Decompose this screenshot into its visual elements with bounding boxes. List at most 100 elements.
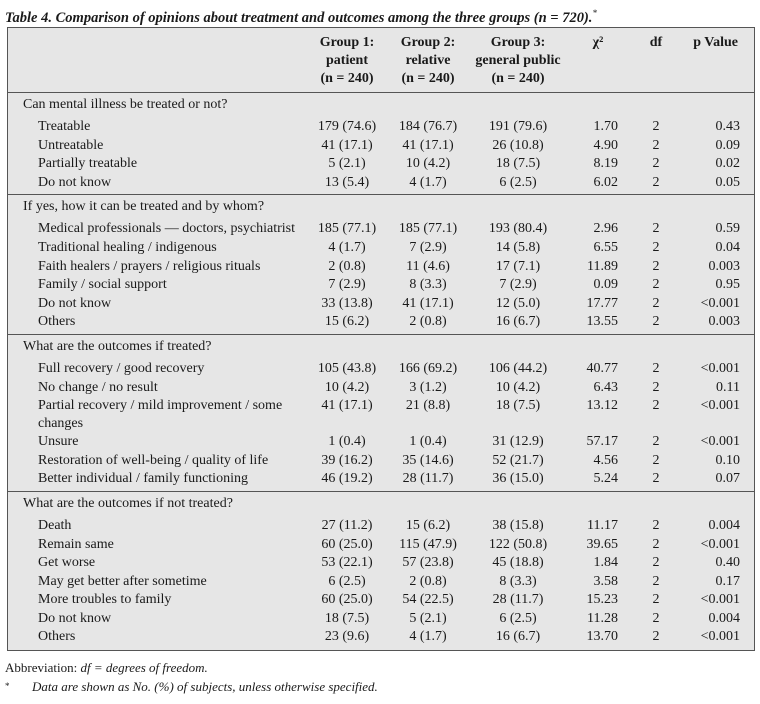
cell-df: 2	[652, 398, 660, 414]
table-row: Do not know 33 (13.8) 41 (17.1) 12 (5.0) 17.…	[8, 295, 754, 314]
cell-df: 2	[652, 156, 660, 172]
table-row: Do not know 18 (7.5) 5 (2.1) 6 (2.5) 11.28 2 0…	[8, 610, 754, 629]
section-title: Can mental illness be treated or not?	[23, 97, 228, 112]
cell-df: 2	[628, 470, 684, 492]
cell-df: 2	[652, 517, 660, 533]
row-label: More troubles to family	[38, 592, 172, 608]
cell-chi-square: 57.17	[586, 434, 619, 450]
header-row: Group 1: patient (n = 240) Group 2: rela…	[8, 28, 754, 93]
cell-df: 2	[652, 434, 660, 450]
cell-chi-square: 15.23	[586, 592, 619, 608]
cell-p-value: 0.05	[684, 173, 754, 196]
cell-df: 2	[652, 555, 660, 571]
cell-group3: 8 (3.3)	[499, 573, 537, 589]
row-label: Restoration of well-being / quality of l…	[38, 452, 269, 468]
row-label: Untreatable	[38, 137, 104, 153]
cell-p-value: 0.02	[715, 156, 741, 172]
cell-chi-square: 1.70	[593, 119, 619, 134]
row-label: Do not know	[38, 295, 112, 311]
table-row: No change / no result 10 (4.2) 3 (1.2) 10 (…	[8, 379, 754, 398]
row-label: Do not know	[8, 173, 306, 196]
table-caption: Table 4. Comparison of opinions about tr…	[5, 4, 750, 27]
cell-group1: 10 (4.2)	[324, 379, 370, 395]
cell-group2: 11 (4.6)	[406, 258, 450, 274]
table-header: Group 1: patient (n = 240) Group 2: rela…	[8, 28, 754, 93]
cell-group1: 1 (0.4)	[328, 434, 366, 450]
cell-group2: 35 (14.6)	[402, 452, 454, 468]
cell-group2: 21 (8.8)	[405, 398, 451, 414]
data-note-mark: *	[5, 681, 10, 691]
header-chi-square: χ²	[568, 28, 628, 93]
header-group2-line2: relative	[405, 53, 451, 68]
cell-p-value: <0.001	[700, 434, 740, 450]
header-group1: Group 1: patient (n = 240)	[306, 28, 388, 93]
cell-group3: 6 (2.5)	[468, 173, 568, 196]
cell-group1: 60 (25.0)	[321, 592, 373, 608]
cell-group2: 41 (17.1)	[402, 295, 454, 311]
row-label: Remain same	[38, 536, 114, 552]
cell-group3: 18 (7.5)	[495, 398, 541, 414]
table-row: Medical professionals — doctors, psychia…	[8, 220, 754, 239]
cell-group3: 191 (79.6)	[488, 119, 548, 134]
cell-group3: 18 (7.5)	[495, 156, 541, 172]
row-label: Full recovery / good recovery	[38, 360, 205, 376]
table-row: Death 27 (11.2) 15 (6.2) 38 (15.8) 11.17 2 0.0…	[8, 517, 754, 536]
cell-group3: 28 (11.7)	[492, 592, 544, 608]
cell-chi-square: 8.19	[593, 156, 619, 172]
cell-chi-square: 11.17	[587, 517, 618, 533]
header-group3: Group 3: general public (n = 240)	[468, 28, 568, 93]
cell-group3: 31 (12.9)	[492, 434, 544, 450]
cell-group1: 185 (77.1)	[317, 221, 377, 237]
table-row: Partial recovery / mild improvement / so…	[8, 397, 754, 433]
cell-group2: 8 (3.3)	[409, 277, 447, 293]
row-label: Do not know	[38, 610, 112, 626]
cell-chi-square: 6.55	[593, 239, 619, 255]
cell-group2: 7 (2.9)	[409, 239, 447, 255]
cell-group3: 16 (6.7)	[468, 313, 568, 335]
table-row: Treatable 179 (74.6) 184 (76.7) 191 (79.6) 1…	[8, 118, 754, 137]
row-label: Traditional healing / indigenous	[38, 239, 217, 255]
header-label	[8, 28, 306, 93]
cell-df: 2	[652, 119, 660, 134]
cell-df: 2	[652, 360, 660, 376]
caption-text: Table 4. Comparison of opinions about tr…	[5, 9, 593, 26]
header-group3-line1: Group 3:	[490, 35, 546, 50]
cell-group1: 33 (13.8)	[321, 295, 373, 311]
cell-chi-square: 2.96	[593, 221, 619, 237]
cell-chi-square: 13.70	[586, 629, 619, 645]
section-title: If yes, how it can be treated and by who…	[23, 199, 265, 215]
cell-p-value: 0.07	[684, 470, 754, 492]
cell-df: 2	[652, 277, 660, 293]
row-label: Unsure	[38, 434, 79, 450]
header-group1-line2: patient	[326, 53, 368, 68]
cell-group2: 10 (4.2)	[405, 156, 451, 172]
table-row: Restoration of well-being / quality of l…	[8, 452, 754, 471]
table-row: May get better after sometime 6 (2.5) 2 (0…	[8, 573, 754, 592]
cell-chi-square: 4.90	[593, 137, 619, 153]
cell-group1: 46 (19.2)	[306, 470, 388, 492]
cell-group1: 4 (1.7)	[328, 239, 366, 255]
cell-group2: 115 (47.9)	[399, 536, 457, 552]
cell-df: 2	[652, 629, 660, 645]
cell-chi-square: 1.84	[593, 555, 619, 571]
cell-chi-square: 39.65	[586, 536, 619, 552]
cell-group1: 27 (11.2)	[321, 517, 373, 533]
row-label: Partially treatable	[38, 156, 138, 172]
abbreviation-prefix: Abbreviation:	[5, 660, 78, 675]
row-label: Death	[38, 517, 72, 533]
cell-group2: 185 (77.1)	[398, 221, 458, 237]
cell-group1: 105 (43.8)	[317, 360, 377, 376]
data-note-text: Data are shown as No. (%) of subjects, u…	[32, 679, 378, 694]
data-note: * Data are shown as No. (%) of subjects, …	[5, 677, 750, 696]
cell-group3: 16 (6.7)	[495, 629, 541, 645]
cell-p-value: 0.04	[715, 239, 741, 255]
cell-group1: 39 (16.2)	[321, 452, 373, 468]
cell-p-value: 0.004	[708, 610, 741, 626]
cell-group1: 60 (25.0)	[321, 536, 373, 552]
cell-df: 2	[652, 592, 660, 608]
cell-group1: 7 (2.9)	[328, 277, 366, 293]
cell-group3: 106 (44.2)	[488, 360, 548, 376]
cell-group2: 184 (76.7)	[398, 119, 458, 134]
cell-chi-square: 6.43	[593, 379, 619, 395]
cell-chi-square: 13.12	[586, 398, 619, 414]
